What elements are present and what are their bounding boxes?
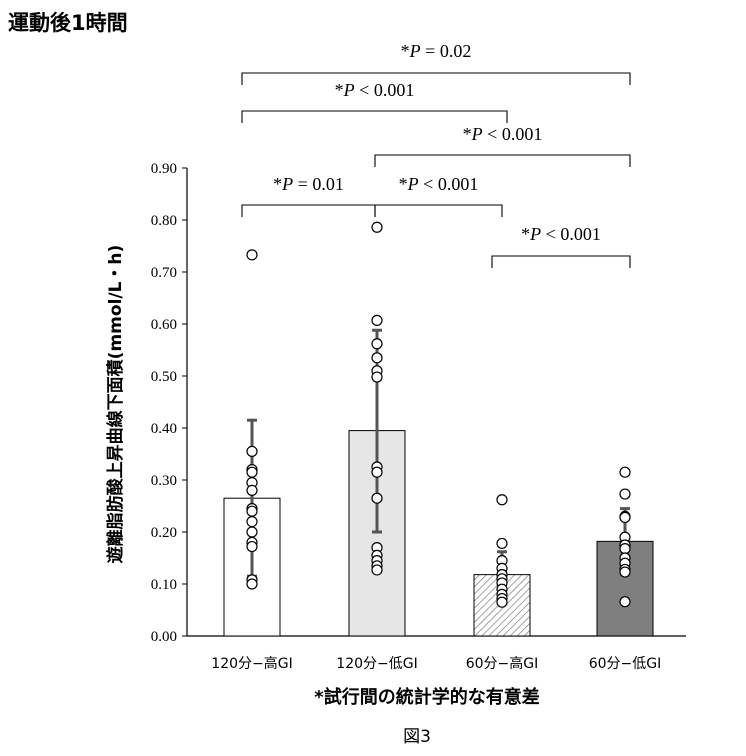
data-point bbox=[496, 596, 508, 608]
significance-bracket: *P < 0.001 bbox=[241, 80, 508, 123]
data-point bbox=[619, 466, 631, 478]
x-tick-label: 60分−低GI bbox=[589, 656, 662, 672]
significance-label: *P < 0.001 bbox=[463, 124, 543, 144]
x-tick-label: 60分−高GI bbox=[466, 655, 539, 672]
y-tick-label: 0.00 bbox=[151, 629, 177, 645]
y-tick-label: 0.90 bbox=[151, 161, 177, 177]
significance-bracket: *P < 0.001 bbox=[491, 224, 631, 268]
data-points bbox=[246, 221, 631, 608]
y-tick-label: 0.80 bbox=[151, 213, 177, 229]
y-tick-label: 0.70 bbox=[151, 265, 177, 281]
data-point bbox=[496, 537, 508, 550]
data-point bbox=[371, 371, 383, 383]
data-point bbox=[619, 511, 631, 524]
data-point bbox=[246, 484, 258, 496]
data-point bbox=[246, 249, 258, 261]
significance-bracket: *P < 0.001 bbox=[374, 124, 631, 167]
data-point bbox=[246, 466, 258, 478]
y-tick-label: 0.30 bbox=[151, 473, 177, 489]
y-tick-label: 0.50 bbox=[151, 369, 177, 385]
x-axis-label: *試行間の統計学的な有意差 bbox=[314, 686, 539, 708]
significance-bracket: *P = 0.02 bbox=[241, 41, 631, 85]
significance-label: *P < 0.001 bbox=[521, 224, 601, 244]
data-point bbox=[371, 338, 383, 350]
data-point bbox=[246, 526, 258, 538]
data-point bbox=[619, 596, 631, 608]
data-point bbox=[371, 352, 383, 364]
significance-label: *P < 0.001 bbox=[399, 174, 479, 194]
significance-bracket: *P < 0.001 bbox=[374, 174, 503, 217]
data-point bbox=[371, 221, 383, 233]
data-point bbox=[619, 488, 631, 500]
data-point bbox=[246, 505, 258, 517]
x-tick-label: 120分−高GI bbox=[211, 655, 292, 672]
data-point bbox=[496, 494, 508, 506]
y-tick-label: 0.60 bbox=[151, 317, 177, 333]
significance-bracket: *P = 0.01 bbox=[241, 174, 376, 217]
error-bars bbox=[247, 328, 630, 600]
significance-brackets: *P = 0.02 *P < 0.001 *P < 0.001 *P = 0.01 *P… bbox=[241, 41, 631, 268]
data-point bbox=[246, 445, 258, 457]
figure-caption: 図3 bbox=[403, 727, 431, 747]
x-tick-label: 120分−低GI bbox=[336, 656, 417, 672]
y-tick-label: 0.10 bbox=[151, 577, 177, 593]
data-point bbox=[371, 492, 383, 504]
data-point bbox=[371, 314, 383, 326]
y-axis-label: 遊離脂肪酸上昇曲線下面積(mmol/L・h) bbox=[105, 245, 126, 564]
significance-label: *P = 0.01 bbox=[273, 174, 344, 194]
axes: 0.00 0.10 0.20 0.30 0.40 0.50 0.60 0.70 0.80 0.90… bbox=[151, 161, 686, 672]
bars bbox=[223, 430, 654, 637]
significance-label: *P = 0.02 bbox=[401, 41, 472, 61]
data-point bbox=[246, 540, 258, 553]
data-point bbox=[619, 543, 631, 555]
data-point bbox=[371, 564, 383, 576]
data-point bbox=[246, 578, 258, 590]
y-tick-label: 0.20 bbox=[151, 525, 177, 541]
chart-title: 運動後1時間 bbox=[8, 11, 128, 35]
significance-label: *P < 0.001 bbox=[335, 80, 415, 100]
data-point bbox=[246, 515, 258, 528]
y-tick-label: 0.40 bbox=[151, 421, 177, 437]
data-point bbox=[371, 466, 383, 478]
data-point bbox=[619, 566, 631, 578]
